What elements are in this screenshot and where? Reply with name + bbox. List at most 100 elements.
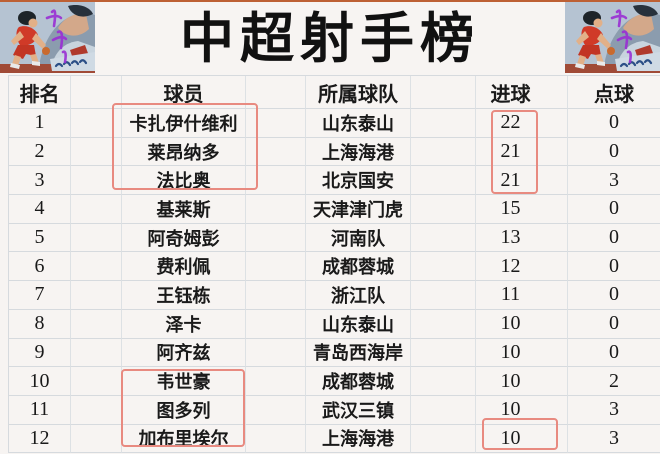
cell-player: 王钰栋: [122, 281, 246, 310]
grid-gap-cell: [246, 166, 306, 196]
cell-goals: 10: [476, 424, 568, 454]
slam-dunk-artwork-right: [565, 2, 660, 73]
cell-rank: 10: [9, 367, 71, 396]
cell-penalties: 0: [568, 195, 660, 224]
cell-rank: 9: [9, 338, 71, 368]
header-rank: 排名: [9, 76, 71, 109]
grid-gap-cell: [246, 395, 306, 425]
cell-team: 上海海港: [306, 137, 411, 167]
grid-gap-cell: [411, 137, 476, 167]
cell-penalties: 0: [568, 281, 660, 310]
cell-player: 莱昂纳多: [122, 137, 246, 167]
basketball-player-illustration: [0, 2, 95, 73]
cell-player: 阿奇姆彭: [122, 223, 246, 253]
cell-player: 基莱斯: [122, 195, 246, 224]
cell-team: 山东泰山: [306, 309, 411, 339]
cell-goals: 21: [476, 166, 568, 196]
cell-team: 天津津门虎: [306, 195, 411, 224]
grid-gap-cell: [71, 338, 122, 368]
cell-rank: 11: [9, 395, 71, 425]
cell-team: 山东泰山: [306, 109, 411, 138]
grid-gap-cell: [71, 252, 122, 282]
grid-gap-cell: [246, 367, 306, 396]
cell-goals: 13: [476, 223, 568, 253]
title-banner: 中超射手榜: [95, 2, 565, 75]
grid-gap-cell: [246, 281, 306, 310]
cell-penalties: 0: [568, 252, 660, 282]
header-penalties: 点球: [568, 76, 660, 109]
cell-team: 上海海港: [306, 424, 411, 454]
grid-gap-cell: [411, 309, 476, 339]
header-team: 所属球队: [306, 76, 411, 109]
cell-team: 成都蓉城: [306, 252, 411, 282]
grid-gap-cell: [246, 223, 306, 253]
cell-penalties: 3: [568, 425, 660, 454]
cell-goals: 10: [476, 395, 568, 425]
grid-gap-cell: [71, 424, 122, 454]
cell-penalties: 2: [568, 367, 660, 396]
grid-gap-cell: [71, 395, 122, 425]
grid-gap-cell: [246, 424, 306, 454]
cell-player: 阿齐兹: [122, 338, 246, 368]
grid-gap-cell: [411, 338, 476, 368]
cell-penalties: 3: [568, 166, 660, 196]
cell-rank: 5: [9, 223, 71, 253]
grid-gap-cell: [411, 367, 476, 396]
grid-gap-cell: [246, 252, 306, 282]
grid-gap-cell: [411, 252, 476, 282]
scorer-table: 排名 球员 所属球队 进球 点球 1 卡扎伊什维利 山东泰山 22 0 2 莱昂纳多 上海海港…: [8, 75, 660, 454]
grid-gap-cell: [411, 195, 476, 224]
cell-player: 卡扎伊什维利: [122, 109, 246, 138]
grid-gap-cell: [411, 223, 476, 253]
header-player: 球员: [122, 76, 246, 109]
grid-gap-cell: [71, 137, 122, 167]
cell-team: 武汉三镇: [306, 395, 411, 425]
cell-goals: 22: [476, 109, 568, 138]
cell-goals: 11: [476, 281, 568, 310]
slam-dunk-artwork-left: [0, 2, 95, 73]
grid-gap-cell: [71, 281, 122, 310]
cell-team: 河南队: [306, 223, 411, 253]
cell-penalties: 0: [568, 339, 660, 368]
cell-rank: 1: [9, 109, 71, 138]
cell-player: 加布里埃尔: [122, 424, 246, 454]
cell-goals: 15: [476, 195, 568, 224]
cell-rank: 7: [9, 281, 71, 310]
cell-player: 韦世豪: [122, 367, 246, 396]
cell-rank: 8: [9, 309, 71, 339]
grid-gap-cell: [71, 309, 122, 339]
cell-team: 青岛西海岸: [306, 338, 411, 368]
cell-penalties: 0: [568, 224, 660, 253]
cell-goals: 10: [476, 338, 568, 368]
cell-goals: 21: [476, 137, 568, 167]
grid-gap-cell: [71, 195, 122, 224]
grid-gap-cell: [411, 76, 476, 109]
grid-gap-cell: [411, 281, 476, 310]
grid-gap-cell: [246, 137, 306, 167]
grid-gap-cell: [246, 195, 306, 224]
grid-gap-cell: [246, 76, 306, 109]
cell-team: 浙江队: [306, 281, 411, 310]
cell-goals: 10: [476, 309, 568, 339]
cell-penalties: 0: [568, 109, 660, 138]
grid-gap-cell: [411, 109, 476, 138]
grid-gap-cell: [71, 367, 122, 396]
grid-gap-cell: [246, 338, 306, 368]
grid-gap-cell: [246, 309, 306, 339]
grid-gap-cell: [246, 109, 306, 138]
grid-gap-cell: [71, 223, 122, 253]
cell-player: 法比奥: [122, 166, 246, 196]
cell-rank: 4: [9, 195, 71, 224]
cell-team: 北京国安: [306, 166, 411, 196]
cell-penalties: 0: [568, 138, 660, 167]
cell-rank: 12: [9, 424, 71, 454]
cell-penalties: 0: [568, 310, 660, 339]
cell-goals: 10: [476, 367, 568, 396]
cell-rank: 6: [9, 252, 71, 282]
grid-gap-cell: [71, 109, 122, 138]
cell-goals: 12: [476, 252, 568, 282]
page-title: 中超射手榜: [180, 8, 480, 69]
cell-player: 费利佩: [122, 252, 246, 282]
cell-player: 泽卡: [122, 309, 246, 339]
